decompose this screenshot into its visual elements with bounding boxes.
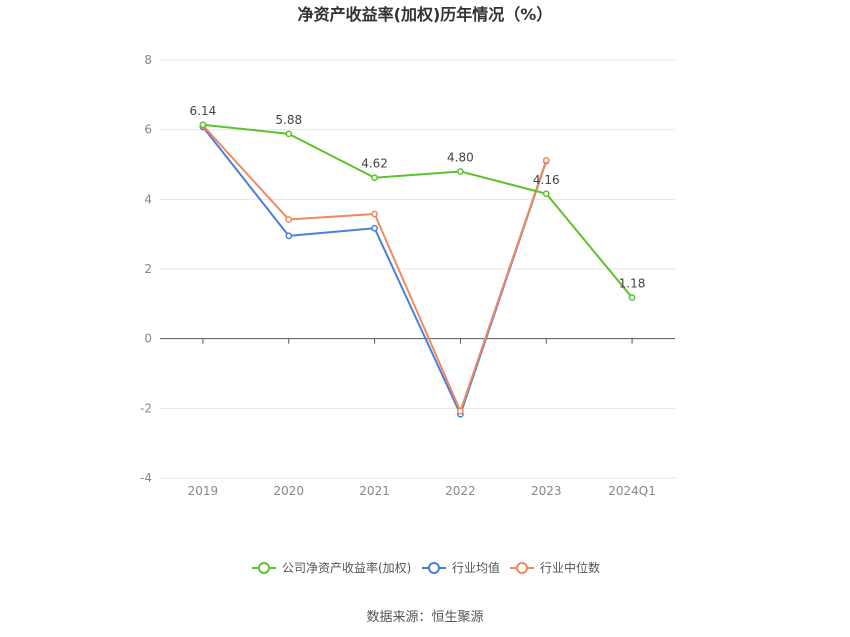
data-point (457, 407, 464, 415)
x-tick-label: 2020 (273, 484, 304, 498)
data-point (457, 168, 464, 175)
y-tick-label: 0 (144, 332, 152, 346)
x-tick-label: 2024Q1 (608, 484, 656, 498)
legend-item-1[interactable]: 行业均值 (422, 560, 500, 575)
x-axis: 2019 2020 2021 2022 2023 2024Q1 (160, 338, 675, 498)
source-note: 数据来源：恒生聚源 (366, 610, 483, 625)
data-point (199, 121, 207, 129)
legend-item-0[interactable]: 公司净资产收益率(加权) (252, 560, 411, 575)
data-label: 6.14 (190, 104, 217, 118)
data-labels: 6.14 5.88 4.62 4.80 4.16 1.18 (190, 104, 646, 291)
data-label: 4.80 (447, 150, 474, 164)
legend-swatch-marker (516, 562, 528, 574)
y-tick-label: -2 (140, 401, 152, 415)
data-label: 5.88 (275, 113, 302, 127)
y-tick-label: 6 (144, 123, 152, 137)
data-label: 1.18 (619, 277, 646, 291)
data-point (371, 174, 378, 182)
data-point (628, 294, 636, 301)
data-point (542, 190, 550, 198)
data-point (371, 224, 378, 232)
y-axis: 8 6 4 2 0 -2 -4 (140, 53, 152, 485)
series-line-0 (202, 123, 633, 299)
y-tick-label: 4 (144, 192, 152, 206)
data-point (285, 232, 293, 240)
data-label: 4.16 (533, 173, 560, 187)
data-label: 4.62 (361, 157, 388, 171)
legend-swatch-marker (428, 562, 440, 574)
series-lines (199, 121, 636, 418)
x-tick-label: 2022 (445, 484, 476, 498)
chart-title: 净资产收益率(加权)历年情况（%） (298, 5, 553, 24)
x-tick-label: 2021 (359, 484, 390, 498)
x-tick-label: 2019 (188, 484, 219, 498)
y-tick-label: 2 (144, 262, 152, 276)
legend-swatch-marker (258, 562, 270, 574)
y-tick-label: -4 (140, 471, 152, 485)
y-tick-label: 8 (144, 53, 152, 67)
legend: 公司净资产收益率(加权) 行业均值 行业中位数 (252, 560, 600, 575)
legend-item-2[interactable]: 行业中位数 (510, 560, 600, 575)
data-point (371, 210, 378, 218)
data-point (285, 130, 293, 138)
legend-label: 行业均值 (452, 560, 500, 575)
legend-label: 行业中位数 (540, 560, 600, 575)
data-point (542, 156, 550, 164)
x-tick-label: 2023 (531, 484, 562, 498)
data-point (285, 216, 293, 223)
legend-label: 公司净资产收益率(加权) (282, 560, 411, 575)
grid-lines (160, 59, 675, 479)
